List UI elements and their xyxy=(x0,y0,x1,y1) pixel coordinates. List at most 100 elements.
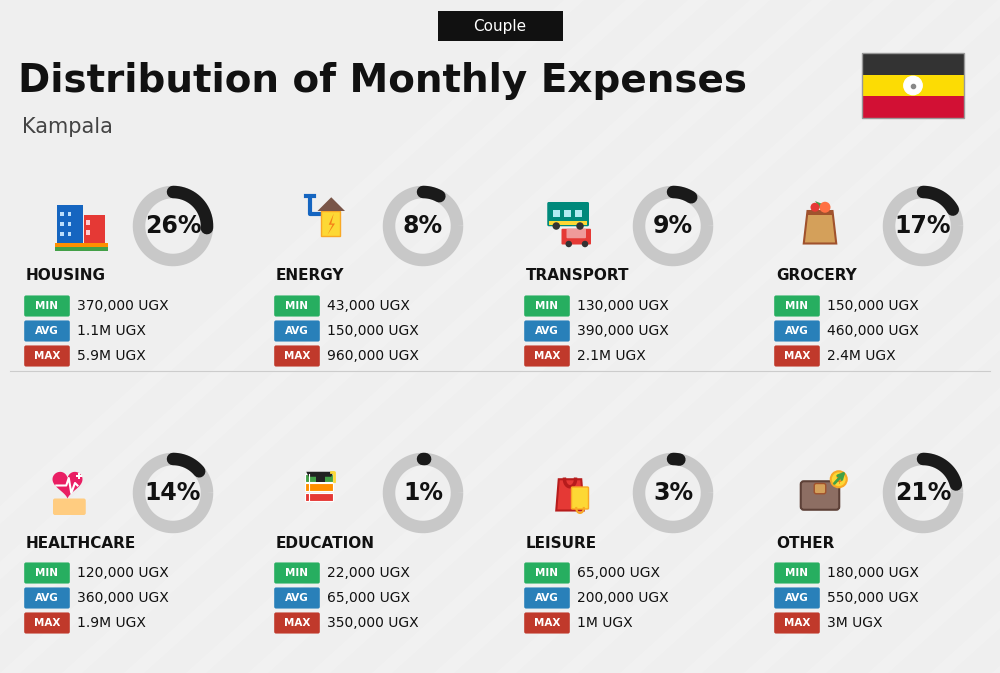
Text: LEISURE: LEISURE xyxy=(526,536,597,551)
FancyBboxPatch shape xyxy=(774,295,820,316)
FancyBboxPatch shape xyxy=(547,202,589,226)
FancyBboxPatch shape xyxy=(524,345,570,367)
FancyBboxPatch shape xyxy=(53,499,86,515)
Text: MIN: MIN xyxy=(286,301,308,311)
FancyBboxPatch shape xyxy=(274,345,320,367)
Text: 150,000 UGX: 150,000 UGX xyxy=(827,299,919,313)
FancyBboxPatch shape xyxy=(68,221,71,226)
Polygon shape xyxy=(248,0,1000,673)
Text: 1M UGX: 1M UGX xyxy=(577,616,633,630)
Text: MAX: MAX xyxy=(534,351,560,361)
Text: OTHER: OTHER xyxy=(776,536,834,551)
FancyBboxPatch shape xyxy=(24,320,70,342)
FancyBboxPatch shape xyxy=(549,221,587,225)
Text: GROCERY: GROCERY xyxy=(776,269,857,283)
Text: 460,000 UGX: 460,000 UGX xyxy=(827,324,919,338)
FancyBboxPatch shape xyxy=(305,483,332,491)
Text: AVG: AVG xyxy=(535,593,559,603)
Text: 550,000 UGX: 550,000 UGX xyxy=(827,591,919,605)
Text: 370,000 UGX: 370,000 UGX xyxy=(77,299,169,313)
Text: 150,000 UGX: 150,000 UGX xyxy=(327,324,419,338)
Circle shape xyxy=(565,241,572,247)
Text: MAX: MAX xyxy=(284,351,310,361)
Text: 180,000 UGX: 180,000 UGX xyxy=(827,566,919,580)
Text: 3%: 3% xyxy=(653,481,693,505)
FancyBboxPatch shape xyxy=(566,229,586,238)
Text: 2.1M UGX: 2.1M UGX xyxy=(577,349,646,363)
Text: 960,000 UGX: 960,000 UGX xyxy=(327,349,419,363)
FancyBboxPatch shape xyxy=(86,220,90,225)
Text: AVG: AVG xyxy=(285,593,309,603)
Text: 1.9M UGX: 1.9M UGX xyxy=(77,616,146,630)
FancyBboxPatch shape xyxy=(807,210,832,215)
FancyBboxPatch shape xyxy=(60,232,64,236)
Text: 17%: 17% xyxy=(895,214,951,238)
Text: 360,000 UGX: 360,000 UGX xyxy=(77,591,169,605)
FancyBboxPatch shape xyxy=(55,243,108,247)
Polygon shape xyxy=(744,0,1000,673)
Text: 1%: 1% xyxy=(403,481,443,505)
Text: 2.4M UGX: 2.4M UGX xyxy=(827,349,896,363)
Text: 120,000 UGX: 120,000 UGX xyxy=(77,566,169,580)
Polygon shape xyxy=(328,213,335,235)
Polygon shape xyxy=(310,0,1000,673)
FancyBboxPatch shape xyxy=(316,476,324,482)
Text: AVG: AVG xyxy=(535,326,559,336)
Polygon shape xyxy=(556,479,584,511)
Text: HOUSING: HOUSING xyxy=(26,269,106,283)
Text: MIN: MIN xyxy=(36,301,58,311)
FancyBboxPatch shape xyxy=(274,320,320,342)
Polygon shape xyxy=(53,472,82,499)
Polygon shape xyxy=(0,0,646,673)
Circle shape xyxy=(831,471,847,487)
Text: MIN: MIN xyxy=(286,568,308,578)
FancyBboxPatch shape xyxy=(68,232,71,236)
FancyBboxPatch shape xyxy=(561,229,591,244)
Text: 9%: 9% xyxy=(653,214,693,238)
FancyBboxPatch shape xyxy=(575,210,582,217)
FancyBboxPatch shape xyxy=(24,612,70,633)
FancyBboxPatch shape xyxy=(862,75,964,96)
Text: MIN: MIN xyxy=(36,568,58,578)
Text: AVG: AVG xyxy=(785,593,809,603)
Text: 14%: 14% xyxy=(145,481,201,505)
FancyBboxPatch shape xyxy=(524,612,570,633)
FancyBboxPatch shape xyxy=(60,221,64,226)
Polygon shape xyxy=(321,211,340,236)
Text: AVG: AVG xyxy=(785,326,809,336)
Circle shape xyxy=(576,222,584,229)
Text: MAX: MAX xyxy=(284,618,310,628)
Text: 65,000 UGX: 65,000 UGX xyxy=(327,591,410,605)
Text: 8%: 8% xyxy=(403,214,443,238)
Polygon shape xyxy=(306,472,334,476)
FancyBboxPatch shape xyxy=(86,230,90,235)
Text: TRANSPORT: TRANSPORT xyxy=(526,269,630,283)
Text: 21%: 21% xyxy=(895,481,951,505)
Text: Kampala: Kampala xyxy=(22,117,113,137)
Text: MAX: MAX xyxy=(784,618,810,628)
Text: 26%: 26% xyxy=(145,214,201,238)
Polygon shape xyxy=(930,0,1000,673)
Circle shape xyxy=(820,202,830,213)
Polygon shape xyxy=(868,0,1000,673)
FancyBboxPatch shape xyxy=(801,481,839,509)
Text: AVG: AVG xyxy=(285,326,309,336)
FancyBboxPatch shape xyxy=(305,493,332,501)
Text: MAX: MAX xyxy=(34,351,60,361)
Text: 390,000 UGX: 390,000 UGX xyxy=(577,324,669,338)
Text: AVG: AVG xyxy=(35,593,59,603)
Polygon shape xyxy=(186,0,956,673)
FancyBboxPatch shape xyxy=(524,563,570,583)
Polygon shape xyxy=(124,0,894,673)
Polygon shape xyxy=(318,197,345,211)
FancyBboxPatch shape xyxy=(524,588,570,608)
Polygon shape xyxy=(682,0,1000,673)
FancyBboxPatch shape xyxy=(274,295,320,316)
Polygon shape xyxy=(496,0,1000,673)
Circle shape xyxy=(582,241,588,247)
Circle shape xyxy=(904,76,922,95)
Text: ENERGY: ENERGY xyxy=(276,269,344,283)
Polygon shape xyxy=(992,0,1000,673)
Polygon shape xyxy=(0,0,584,673)
Text: Couple: Couple xyxy=(473,18,527,34)
